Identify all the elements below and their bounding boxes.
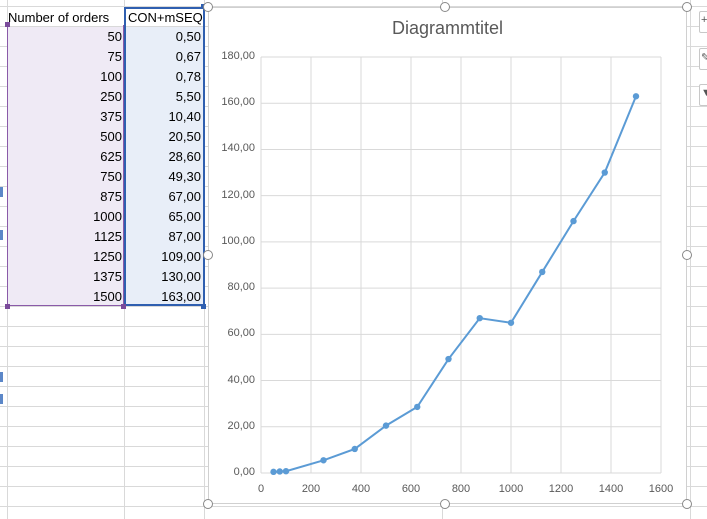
data-point[interactable] xyxy=(276,468,283,475)
x-tick-label: 800 xyxy=(451,483,471,495)
chart-plot-svg xyxy=(260,56,662,476)
row-marker xyxy=(0,230,3,240)
cell-con-mseq[interactable]: 28,60 xyxy=(168,149,201,164)
selection-range-b xyxy=(124,7,205,306)
chart-resize-handle-top[interactable] xyxy=(440,2,450,12)
cell-number-of-orders[interactable]: 625 xyxy=(100,149,122,164)
row-gridline xyxy=(0,6,707,7)
data-point[interactable] xyxy=(445,355,452,363)
header-number-of-orders[interactable]: Number of orders xyxy=(8,10,110,25)
y-tick-label: 140,00 xyxy=(221,142,255,155)
data-point[interactable] xyxy=(601,169,608,176)
data-point[interactable] xyxy=(539,268,546,276)
y-tick-label: 20,00 xyxy=(227,419,255,432)
selection-handle-a-top[interactable] xyxy=(5,22,10,27)
cell-con-mseq[interactable]: 87,00 xyxy=(168,229,201,244)
cell-con-mseq[interactable]: 67,00 xyxy=(168,189,201,204)
chart-resize-handle-bottom-right[interactable] xyxy=(682,499,692,509)
selection-handle-b-bottom[interactable] xyxy=(201,304,206,309)
row-gridline xyxy=(0,506,707,507)
selection-range-a xyxy=(7,25,124,306)
cell-con-mseq[interactable]: 0,78 xyxy=(175,69,201,84)
data-point[interactable] xyxy=(632,93,640,100)
cell-con-mseq[interactable]: 10,40 xyxy=(168,109,201,124)
cell-con-mseq[interactable]: 0,67 xyxy=(175,49,201,64)
y-tick-label: 80,00 xyxy=(227,281,255,294)
cell-number-of-orders[interactable]: 750 xyxy=(100,169,122,184)
x-tick-label: 600 xyxy=(401,483,421,495)
chart-resize-handle-bottom-left[interactable] xyxy=(203,499,213,509)
cell-con-mseq[interactable]: 65,00 xyxy=(168,209,201,224)
x-tick-label: 400 xyxy=(351,483,371,495)
chart-resize-handle-right[interactable] xyxy=(682,250,692,260)
data-point[interactable] xyxy=(270,468,277,476)
data-point[interactable] xyxy=(570,217,577,225)
data-point[interactable] xyxy=(382,422,390,429)
data-point[interactable] xyxy=(282,467,290,475)
cell-con-mseq[interactable]: 20,50 xyxy=(168,129,201,144)
data-point[interactable] xyxy=(507,319,515,326)
data-point[interactable] xyxy=(414,403,421,411)
x-tick-label: 1600 xyxy=(648,483,674,495)
cell-con-mseq[interactable]: 163,00 xyxy=(161,289,201,304)
x-tick-label: 0 xyxy=(257,483,265,495)
x-tick-label: 1000 xyxy=(498,483,524,495)
y-tick-label: 120,00 xyxy=(221,188,255,201)
y-tick-label: 160,00 xyxy=(221,96,255,109)
chart-area[interactable]: Diagrammtitel 0,00 20,00 40,00 60,00 80,00 10… xyxy=(208,7,687,504)
cell-number-of-orders[interactable]: 375 xyxy=(100,109,122,124)
cell-number-of-orders[interactable]: 1375 xyxy=(93,269,122,284)
cell-con-mseq[interactable]: 49,30 xyxy=(168,169,201,184)
y-tick-label: 180,00 xyxy=(221,50,255,62)
chart-styles-button[interactable]: ✎ xyxy=(699,48,707,70)
cell-number-of-orders[interactable]: 1000 xyxy=(93,209,122,224)
chart-resize-handle-top-right[interactable] xyxy=(682,2,692,12)
y-tick-label: 60,00 xyxy=(227,327,255,340)
cell-con-mseq[interactable]: 0,50 xyxy=(175,29,201,44)
data-point[interactable] xyxy=(320,457,327,464)
row-marker xyxy=(0,187,3,197)
chart-resize-handle-bottom[interactable] xyxy=(440,499,450,509)
chart-elements-button[interactable]: + xyxy=(699,11,707,33)
selection-handle-a-bottom-right[interactable] xyxy=(121,304,126,309)
chart-filter-icon: ▼ xyxy=(701,87,707,99)
x-tick-label: 1200 xyxy=(548,483,574,495)
y-tick-label: 40,00 xyxy=(227,373,255,386)
selection-handle-a-bottom-left[interactable] xyxy=(5,304,10,309)
cell-number-of-orders[interactable]: 500 xyxy=(100,129,122,144)
row-marker xyxy=(0,394,3,404)
range-a-highlight xyxy=(8,27,124,306)
chart-styles-icon: ✎ xyxy=(701,52,707,64)
chart-resize-handle-left[interactable] xyxy=(203,250,213,260)
cell-number-of-orders[interactable]: 1500 xyxy=(93,289,122,304)
cell-con-mseq[interactable]: 130,00 xyxy=(161,269,201,284)
row-marker xyxy=(0,372,3,382)
column-gridline xyxy=(690,0,691,519)
cell-number-of-orders[interactable]: 1125 xyxy=(94,229,122,244)
y-tick-label: 100,00 xyxy=(221,234,255,247)
cell-number-of-orders[interactable]: 75 xyxy=(107,49,122,64)
cell-con-mseq[interactable]: 5,50 xyxy=(175,89,201,104)
cell-number-of-orders[interactable]: 100 xyxy=(100,69,122,84)
data-point[interactable] xyxy=(351,445,358,453)
cell-number-of-orders[interactable]: 50 xyxy=(107,29,122,44)
cell-number-of-orders[interactable]: 1250 xyxy=(93,249,122,264)
range-b-highlight xyxy=(125,27,204,306)
x-tick-label: 1400 xyxy=(598,483,624,495)
data-point[interactable] xyxy=(476,314,483,322)
cell-number-of-orders[interactable]: 250 xyxy=(100,89,122,104)
chart-filter-button[interactable]: ▼ xyxy=(699,84,707,106)
cell-con-mseq[interactable]: 109,00 xyxy=(161,249,201,264)
chart-title[interactable]: Diagrammtitel xyxy=(391,18,504,38)
series-line[interactable] xyxy=(273,95,637,473)
chart-elements-icon: + xyxy=(701,14,707,26)
y-tick-label: 0,00 xyxy=(233,466,255,478)
x-tick-label: 200 xyxy=(301,483,321,495)
header-con-mseq[interactable]: CON+mSEQ xyxy=(128,10,203,25)
chart-resize-handle-top-left[interactable] xyxy=(203,2,213,12)
cell-number-of-orders[interactable]: 875 xyxy=(100,189,122,204)
